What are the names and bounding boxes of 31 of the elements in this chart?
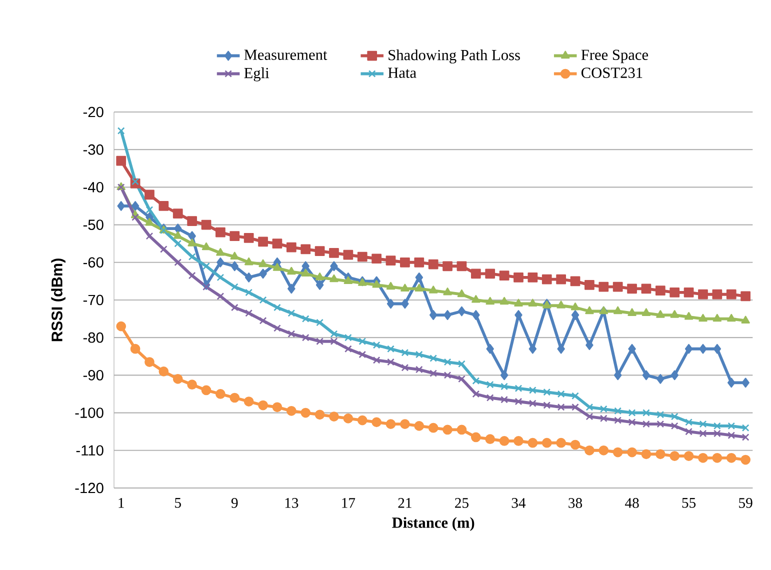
y-tick-label: -20 — [83, 106, 104, 118]
y-tick-label: -30 — [83, 144, 104, 155]
legend-label: Hata — [388, 68, 416, 78]
y-tick-label: -100 — [75, 408, 104, 418]
y-tick-label: -60 — [83, 257, 104, 268]
x-tick-label: 59 — [739, 498, 752, 508]
x-tick-label: 34 — [512, 498, 526, 508]
legend-label: Free Space — [581, 50, 648, 64]
legend-label: Shadowing Path Loss — [388, 49, 520, 64]
y-tick-label: -90 — [83, 370, 104, 380]
x-tick-label: 48 — [624, 498, 639, 508]
y-tick-label: -70 — [83, 294, 104, 306]
x-tick-label: 55 — [682, 498, 696, 508]
x-tick-label: 9 — [231, 498, 238, 508]
legend-label: COST231 — [581, 68, 642, 78]
x-axis-title: Distance (m) — [392, 517, 474, 531]
x-tick-label: 5 — [175, 498, 181, 508]
x-tick-label: 25 — [455, 498, 468, 508]
y-tick-label: -120 — [75, 482, 104, 494]
y-tick-label: -40 — [83, 182, 104, 192]
y-tick-label: -80 — [83, 332, 104, 343]
y-axis-title: RSSI (dBm) — [51, 258, 66, 342]
y-tick-label: -50 — [83, 220, 104, 230]
x-tick-label: 13 — [285, 498, 298, 508]
x-tick-label: 17 — [342, 498, 356, 508]
x-tick-label: 21 — [398, 498, 412, 508]
legend-label: Measurement — [244, 50, 328, 60]
x-tick-label: 38 — [568, 498, 582, 508]
x-tick-label: 1 — [118, 498, 124, 508]
legend-label: Egli — [244, 67, 270, 82]
y-tick-label: -110 — [76, 445, 104, 456]
